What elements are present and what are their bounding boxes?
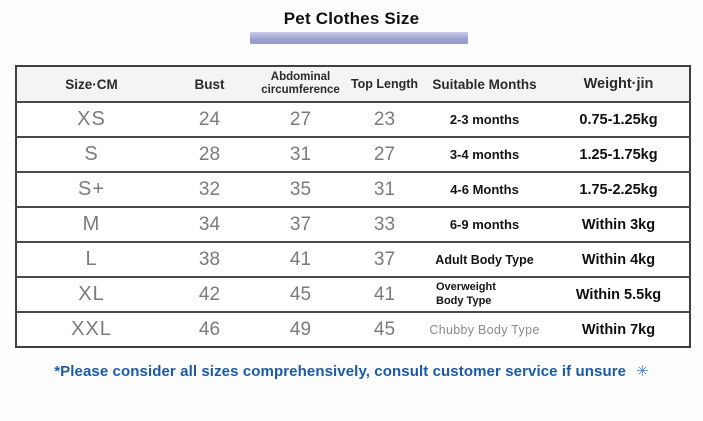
column-header-top-length: Top Length: [348, 66, 421, 102]
bust-cell: 38: [166, 241, 253, 277]
bust-cell: 24: [166, 101, 253, 137]
column-header-bust: Bust: [166, 66, 253, 102]
top-length-cell: 31: [348, 171, 421, 207]
top-length-cell: 37: [348, 241, 421, 277]
weight-cell: Within 7kg: [548, 311, 690, 347]
size-chart-table: Size·CM Bust Abdominal circumference Top…: [15, 65, 691, 348]
column-header-size: Size·CM: [16, 66, 166, 102]
suitable-months-cell: 6-9 months: [421, 206, 548, 242]
size-cell: XS: [16, 101, 166, 137]
suitable-months-cell: 2-3 months: [421, 101, 548, 137]
table-row: M 34 37 33 6-9 months Within 3kg: [16, 206, 690, 242]
weight-cell: 1.75-2.25kg: [548, 171, 690, 207]
suitable-months-cell: Chubby Body Type: [421, 311, 548, 347]
column-header-weight: Weight·jin: [548, 66, 690, 102]
bust-cell: 32: [166, 171, 253, 207]
page-title: Pet Clothes Size: [283, 9, 420, 28]
weight-cell: 0.75-1.25kg: [548, 101, 690, 137]
table-row: S+ 32 35 31 4-6 Months 1.75-2.25kg: [16, 171, 690, 207]
suitable-months-cell: 4-6 Months: [421, 171, 548, 207]
abdominal-cell: 37: [253, 206, 348, 242]
table-row: XL 42 45 41 Overweight Body Type Within …: [16, 276, 690, 312]
bust-cell: 34: [166, 206, 253, 242]
table-row: XXL 46 49 45 Chubby Body Type Within 7kg: [16, 311, 690, 347]
size-cell: L: [16, 241, 166, 277]
abdominal-cell: 35: [253, 171, 348, 207]
footer-note-text: *Please consider all sizes comprehensive…: [54, 363, 627, 380]
suitable-months-cell: 3-4 months: [421, 136, 548, 172]
table-row: S 28 31 27 3-4 months 1.25-1.75kg: [16, 136, 690, 172]
weight-cell: Within 5.5kg: [548, 276, 690, 312]
footer-note: *Please consider all sizes comprehensive…: [0, 362, 703, 380]
suitable-months-cell: Overweight Body Type: [421, 276, 548, 312]
top-length-cell: 41: [348, 276, 421, 312]
size-cell: XL: [16, 276, 166, 312]
abdominal-cell: 45: [253, 276, 348, 312]
weight-cell: Within 3kg: [548, 206, 690, 242]
asterisk-icon: ✳: [636, 363, 649, 380]
top-length-cell: 33: [348, 206, 421, 242]
table-row: XS 24 27 23 2-3 months 0.75-1.25kg: [16, 101, 690, 137]
abdominal-cell: 27: [253, 101, 348, 137]
top-length-cell: 45: [348, 311, 421, 347]
abdominal-cell: 49: [253, 311, 348, 347]
bust-cell: 28: [166, 136, 253, 172]
weight-cell: 1.25-1.75kg: [548, 136, 690, 172]
size-cell: M: [16, 206, 166, 242]
column-header-suitable-months: Suitable Months: [421, 66, 548, 102]
weight-cell: Within 4kg: [548, 241, 690, 277]
abdominal-cell: 31: [253, 136, 348, 172]
abdominal-cell: 41: [253, 241, 348, 277]
column-header-abdominal: Abdominal circumference: [253, 66, 348, 102]
size-cell: XXL: [16, 311, 166, 347]
bust-cell: 46: [166, 311, 253, 347]
suitable-months-cell: Adult Body Type: [421, 241, 548, 277]
title-accent-bar: [249, 32, 468, 44]
bust-cell: 42: [166, 276, 253, 312]
header-row: Size·CM Bust Abdominal circumference Top…: [16, 66, 690, 102]
table-row: L 38 41 37 Adult Body Type Within 4kg: [16, 241, 690, 277]
top-length-cell: 27: [348, 136, 421, 172]
size-cell: S: [16, 136, 166, 172]
size-cell: S+: [16, 171, 166, 207]
top-length-cell: 23: [348, 101, 421, 137]
